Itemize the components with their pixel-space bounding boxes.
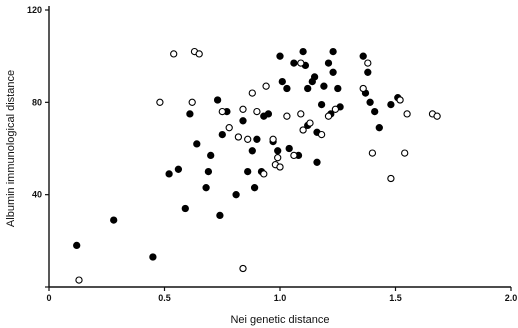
filled-data-point [329, 47, 337, 56]
open-data-point [324, 112, 333, 120]
open-data-point [248, 89, 256, 97]
filled-data-point [239, 117, 247, 125]
y-tick-label: 40 [32, 190, 42, 200]
open-data-point [299, 126, 307, 134]
filled-data-point [216, 211, 224, 220]
open-data-point [156, 98, 164, 106]
open-data-point [269, 135, 277, 143]
filled-data-point [387, 100, 395, 109]
open-data-point [253, 107, 261, 116]
filled-data-point [285, 144, 293, 153]
filled-data-point [334, 84, 342, 93]
filled-data-point [366, 98, 374, 106]
filled-data-point [324, 59, 333, 67]
open-data-point [225, 124, 233, 132]
filled-data-point [278, 77, 286, 86]
open-data-point [306, 119, 314, 127]
open-data-point [396, 96, 404, 104]
filled-data-point [375, 124, 383, 132]
filled-data-point [218, 130, 226, 139]
open-data-point [260, 170, 268, 178]
open-data-point [387, 174, 395, 183]
data-points [73, 47, 441, 284]
open-data-point [401, 149, 409, 157]
open-data-point [239, 264, 247, 273]
filled-data-point [73, 241, 81, 250]
filled-data-point [250, 184, 259, 192]
open-data-point [359, 84, 367, 93]
filled-data-point [317, 100, 326, 109]
open-data-point [244, 135, 252, 143]
x-ticks: 0 0.5 1.0 1.5 2.0 [46, 287, 517, 303]
x-tick-label: 1.5 [389, 293, 402, 303]
filled-data-point [364, 68, 372, 76]
y-tick-label: 80 [32, 97, 42, 107]
open-data-point [297, 110, 305, 118]
open-data-point [218, 107, 226, 116]
open-data-point [317, 130, 326, 139]
open-data-point [297, 59, 305, 67]
open-data-point [403, 110, 411, 118]
open-data-point [195, 50, 203, 58]
open-data-point [290, 151, 298, 160]
open-data-point [239, 105, 247, 113]
x-tick-label: 0.5 [158, 293, 171, 303]
filled-data-point [253, 135, 261, 143]
open-data-point [368, 149, 377, 157]
axes [48, 6, 511, 288]
filled-data-point [204, 167, 213, 176]
x-axis-label: Nei genetic distance [230, 314, 329, 326]
filled-data-point [202, 184, 210, 192]
filled-data-point [248, 147, 256, 155]
x-tick-label: 2.0 [505, 293, 518, 303]
filled-data-point [371, 107, 379, 116]
filled-data-point [310, 73, 319, 81]
filled-data-point [276, 52, 284, 60]
filled-data-point [207, 151, 215, 160]
filled-data-point [320, 82, 328, 90]
filled-data-point [213, 96, 222, 104]
y-axis-label: Albumin immunological distance [5, 70, 17, 227]
filled-data-point [283, 84, 291, 93]
filled-data-point [274, 147, 282, 155]
filled-data-point [244, 167, 252, 176]
filled-data-point [329, 68, 337, 76]
open-data-point [170, 50, 178, 58]
open-data-point [234, 133, 243, 141]
filled-data-point [110, 216, 118, 224]
filled-data-point [181, 204, 189, 213]
open-data-point [276, 163, 284, 171]
open-data-point [274, 154, 282, 162]
filled-data-point [304, 84, 312, 93]
open-data-point [433, 112, 441, 120]
x-tick-label: 1.0 [274, 293, 287, 303]
filled-data-point [232, 191, 240, 199]
filled-data-point [149, 253, 157, 261]
filled-data-point [359, 52, 367, 60]
filled-data-point [174, 165, 183, 173]
filled-data-point [186, 110, 194, 118]
open-data-point [283, 112, 291, 120]
y-ticks: 40 80 120 [27, 5, 49, 288]
y-tick-label: 120 [27, 5, 42, 15]
filled-data-point [165, 170, 173, 178]
open-data-point [262, 82, 270, 90]
open-data-point [188, 98, 196, 106]
filled-data-point [264, 110, 273, 118]
filled-data-point [313, 158, 321, 166]
filled-data-point [290, 59, 298, 67]
filled-data-point [193, 140, 201, 148]
open-data-point [75, 276, 83, 284]
open-data-point [331, 105, 340, 113]
open-data-point [364, 59, 372, 67]
filled-data-point [299, 47, 307, 56]
x-tick-label: 0 [46, 293, 51, 303]
